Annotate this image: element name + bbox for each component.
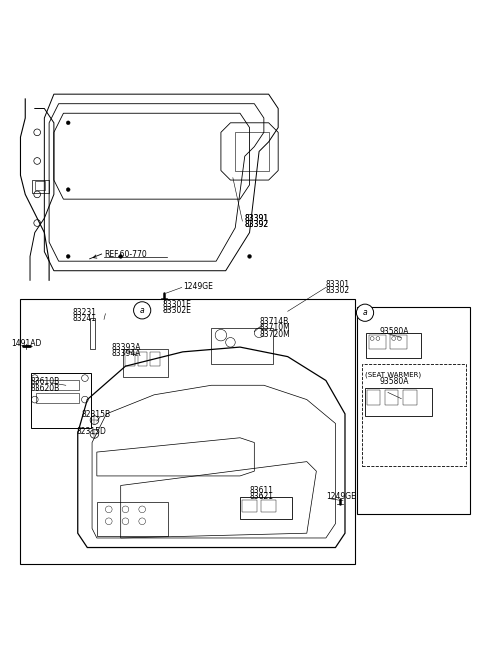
Bar <box>403 390 417 405</box>
Text: 83241: 83241 <box>72 314 96 323</box>
Text: 83302: 83302 <box>326 286 350 295</box>
Circle shape <box>248 255 252 258</box>
Text: a: a <box>140 306 144 315</box>
Bar <box>242 500 257 512</box>
Text: 83393A: 83393A <box>111 342 141 352</box>
Text: 93580A: 93580A <box>379 327 409 337</box>
Text: REF.60-770: REF.60-770 <box>104 251 147 260</box>
Bar <box>262 500 276 512</box>
Bar <box>21 299 355 564</box>
Bar <box>36 393 79 403</box>
Bar <box>235 133 269 171</box>
Text: 83710M: 83710M <box>259 323 290 333</box>
Text: 83392: 83392 <box>245 220 269 229</box>
Bar <box>357 306 470 514</box>
Bar <box>36 380 79 390</box>
Text: 83391: 83391 <box>245 214 269 223</box>
Bar <box>90 318 96 348</box>
Bar <box>362 364 466 466</box>
Text: 83621: 83621 <box>250 493 274 501</box>
Bar <box>138 352 147 366</box>
Bar <box>365 388 432 417</box>
Bar <box>240 497 292 519</box>
Text: 1249GE: 1249GE <box>326 492 356 501</box>
Text: 83720M: 83720M <box>259 330 290 338</box>
Bar <box>366 333 421 358</box>
Circle shape <box>66 121 70 125</box>
Bar <box>33 180 49 194</box>
Text: 83391: 83391 <box>245 214 269 223</box>
Circle shape <box>119 255 122 258</box>
Bar <box>390 335 407 349</box>
Bar <box>211 328 274 364</box>
Text: 1249GE: 1249GE <box>183 281 213 291</box>
Bar <box>123 350 168 377</box>
Text: 82315B: 82315B <box>82 411 111 419</box>
Text: 83301E: 83301E <box>163 300 192 308</box>
Bar <box>35 182 45 190</box>
Bar <box>32 373 91 428</box>
Bar <box>150 352 160 366</box>
Circle shape <box>133 302 151 319</box>
Bar <box>369 335 385 349</box>
Text: (SEAT WARMER): (SEAT WARMER) <box>365 371 421 378</box>
Text: 83231: 83231 <box>72 308 96 317</box>
Bar <box>125 352 135 366</box>
Text: 83392: 83392 <box>245 220 269 230</box>
Circle shape <box>66 255 70 258</box>
Text: 93580A: 93580A <box>379 377 409 386</box>
Text: 82315D: 82315D <box>77 426 107 436</box>
Bar <box>385 390 398 405</box>
Bar <box>367 390 380 405</box>
Text: 83394A: 83394A <box>111 349 141 358</box>
Text: 83620B: 83620B <box>30 384 59 393</box>
Bar <box>97 502 168 535</box>
Text: 83714B: 83714B <box>259 318 288 326</box>
Text: 83611: 83611 <box>250 485 274 495</box>
Circle shape <box>66 188 70 192</box>
Text: 83302E: 83302E <box>163 306 192 315</box>
Text: 1491AD: 1491AD <box>11 338 41 348</box>
Circle shape <box>357 304 373 321</box>
Text: 83610B: 83610B <box>30 377 59 386</box>
Text: a: a <box>363 308 367 318</box>
Text: 83301: 83301 <box>326 279 350 289</box>
